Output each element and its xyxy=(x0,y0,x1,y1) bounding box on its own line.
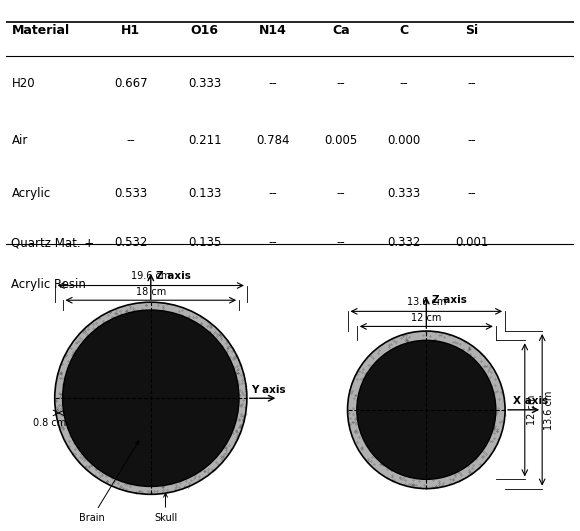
Text: O16: O16 xyxy=(191,24,219,37)
Text: --: -- xyxy=(337,78,346,90)
Text: 0.135: 0.135 xyxy=(188,236,222,249)
Text: 0.211: 0.211 xyxy=(188,134,222,147)
Text: C: C xyxy=(399,24,408,37)
Text: Z axis: Z axis xyxy=(155,271,191,281)
Text: H1: H1 xyxy=(121,24,140,37)
Text: 0.532: 0.532 xyxy=(114,236,147,249)
Text: --: -- xyxy=(337,187,346,200)
Text: --: -- xyxy=(399,78,408,90)
Text: Material: Material xyxy=(12,24,70,37)
Text: --: -- xyxy=(126,134,135,147)
Text: Ca: Ca xyxy=(332,24,350,37)
Ellipse shape xyxy=(63,310,239,486)
Text: --: -- xyxy=(467,187,476,200)
Text: --: -- xyxy=(269,236,277,249)
Text: 0.333: 0.333 xyxy=(387,187,420,200)
Text: --: -- xyxy=(269,187,277,200)
Text: 19.6 cm: 19.6 cm xyxy=(131,271,171,280)
Text: X axis: X axis xyxy=(513,396,549,406)
Text: 13.6 cm: 13.6 cm xyxy=(545,390,554,430)
Text: Si: Si xyxy=(465,24,478,37)
Text: Brain: Brain xyxy=(79,441,139,523)
Text: --: -- xyxy=(467,78,476,90)
Text: Skull: Skull xyxy=(154,493,177,523)
Text: 0.533: 0.533 xyxy=(114,187,147,200)
Ellipse shape xyxy=(55,302,247,494)
Text: 0.332: 0.332 xyxy=(387,236,420,249)
Text: 0.000: 0.000 xyxy=(387,134,420,147)
Text: Y axis: Y axis xyxy=(251,386,285,395)
Text: 0.667: 0.667 xyxy=(114,78,148,90)
Ellipse shape xyxy=(357,340,496,479)
Text: 12 cm: 12 cm xyxy=(411,313,441,323)
Text: 0.784: 0.784 xyxy=(256,134,289,147)
Text: --: -- xyxy=(337,236,346,249)
Text: 0.001: 0.001 xyxy=(455,236,488,249)
Text: Z axis: Z axis xyxy=(432,295,467,305)
Text: H20: H20 xyxy=(12,78,35,90)
Text: 18 cm: 18 cm xyxy=(136,287,166,297)
Text: 12 cm: 12 cm xyxy=(527,395,537,425)
Text: --: -- xyxy=(269,78,277,90)
Text: 0.333: 0.333 xyxy=(188,78,222,90)
Text: N14: N14 xyxy=(259,24,287,37)
Text: 13.6 cm: 13.6 cm xyxy=(407,297,446,307)
Text: Air: Air xyxy=(12,134,28,147)
Text: --: -- xyxy=(467,134,476,147)
Text: 0.133: 0.133 xyxy=(188,187,222,200)
Text: Acrylic: Acrylic xyxy=(12,187,50,200)
Text: 0.8 cm: 0.8 cm xyxy=(33,418,67,428)
Text: 0.005: 0.005 xyxy=(325,134,358,147)
Text: Acrylic Resin: Acrylic Resin xyxy=(12,278,86,290)
Text: Quartz Mat. +: Quartz Mat. + xyxy=(12,236,95,249)
Ellipse shape xyxy=(347,331,505,489)
